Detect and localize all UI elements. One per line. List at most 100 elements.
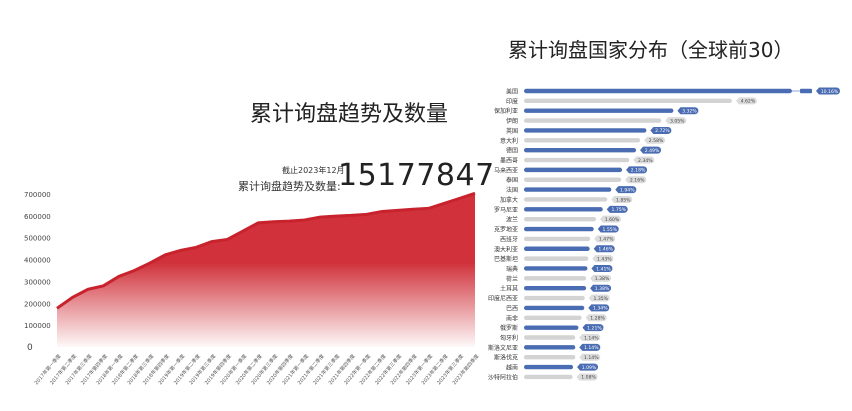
value-badge bbox=[582, 324, 604, 332]
as-of-date: 截止2023年12月 bbox=[282, 166, 345, 175]
bar bbox=[524, 197, 608, 202]
value-badge bbox=[640, 146, 662, 154]
x-tick-label: 2023年第二季度 bbox=[420, 353, 450, 386]
bar bbox=[524, 98, 732, 104]
country-label: 马来西亚 bbox=[494, 166, 518, 174]
bar bbox=[524, 177, 622, 182]
value-label: 1.75% bbox=[611, 207, 626, 213]
country-label: 西班牙 bbox=[500, 235, 518, 243]
value-badge bbox=[626, 166, 648, 174]
country-label: 荷兰 bbox=[506, 275, 518, 283]
x-tick-label: 2021年第一季度 bbox=[281, 353, 311, 386]
value-badge bbox=[597, 225, 619, 233]
x-tick-label: 2018年第一季度 bbox=[95, 353, 125, 386]
value-label: 10.16% bbox=[821, 89, 839, 95]
x-tick-label: 2021年第三季度 bbox=[312, 353, 342, 386]
x-tick-label: 2020年第四季度 bbox=[265, 353, 295, 386]
country-label: 越南 bbox=[506, 364, 518, 372]
country-label: 俄罗斯 bbox=[500, 324, 518, 332]
bar bbox=[524, 167, 623, 173]
value-badge bbox=[677, 107, 699, 115]
value-label: 1.46% bbox=[598, 247, 613, 253]
bar bbox=[524, 226, 594, 232]
value-label: 1.85% bbox=[616, 197, 631, 203]
country-label: 法国 bbox=[506, 186, 518, 194]
x-tick-label: 2023年第三季度 bbox=[435, 353, 465, 386]
country-label: 克罗地亚 bbox=[494, 226, 518, 234]
x-tick-label: 2022年第二季度 bbox=[358, 353, 388, 386]
value-label: 1.28% bbox=[590, 316, 605, 322]
bar bbox=[524, 216, 596, 222]
country-label: 泰国 bbox=[506, 176, 518, 184]
value-label: 1.21% bbox=[587, 325, 602, 331]
total-value: 15177847 bbox=[338, 158, 495, 193]
country-label: 斯洛文尼亚 bbox=[488, 344, 518, 352]
value-label: 1.38% bbox=[595, 286, 610, 292]
country-label: 美国 bbox=[506, 88, 518, 96]
country-label: 瑞典 bbox=[506, 265, 518, 273]
value-label: 1.41% bbox=[596, 266, 611, 272]
bar bbox=[524, 128, 647, 133]
value-label: 4.62% bbox=[741, 99, 756, 105]
country-label: 墨西哥 bbox=[500, 158, 518, 165]
value-label: 2.72% bbox=[655, 128, 670, 134]
x-tick-label: 2023年第一季度 bbox=[404, 353, 434, 386]
value-label: 1.14% bbox=[584, 335, 599, 341]
x-tick-label: 2017年第三季度 bbox=[64, 353, 94, 386]
bar bbox=[524, 276, 587, 281]
value-badge bbox=[594, 235, 616, 243]
country-label: 印度 bbox=[506, 97, 518, 105]
bar bbox=[524, 236, 591, 242]
y-tick-label: 0 bbox=[27, 343, 33, 353]
bar bbox=[524, 364, 574, 370]
x-tick-label: 2019年第四季度 bbox=[203, 353, 233, 386]
y-tick-label: 700000 bbox=[24, 191, 51, 199]
country-label: 沙特阿拉伯 bbox=[488, 373, 518, 381]
value-badge bbox=[593, 245, 615, 253]
x-tick-label: 2022年第三季度 bbox=[374, 353, 404, 386]
country-label: 波兰 bbox=[506, 216, 518, 224]
x-tick-label: 2020年第二季度 bbox=[234, 353, 264, 386]
value-label: 1.94% bbox=[620, 187, 635, 193]
x-tick-label: 2017年第四季度 bbox=[79, 353, 109, 386]
value-label: 1.38% bbox=[595, 276, 610, 282]
value-label: 1.47% bbox=[599, 237, 614, 243]
country-label: 德国 bbox=[506, 147, 518, 155]
value-label: 2.58% bbox=[649, 138, 664, 144]
value-label: 1.14% bbox=[584, 345, 599, 351]
country-label: 伊朗 bbox=[506, 117, 518, 125]
bar bbox=[524, 118, 662, 123]
bar bbox=[524, 374, 573, 380]
area-chart: 0 100000 200000 300000 400000 500000 600000 700… bbox=[24, 191, 481, 386]
bar bbox=[524, 325, 579, 330]
value-badge bbox=[625, 176, 647, 184]
value-label: 1.34% bbox=[593, 306, 608, 312]
bar bbox=[524, 295, 585, 301]
x-tick-label: 2022年第一季度 bbox=[343, 353, 373, 386]
y-tick-label: 600000 bbox=[24, 213, 51, 221]
value-label: 2.18% bbox=[631, 168, 646, 174]
value-label: 1.08% bbox=[581, 375, 596, 381]
x-tick-label: 2018年第二季度 bbox=[110, 353, 140, 386]
bar bbox=[524, 335, 576, 340]
value-label: 1.09% bbox=[582, 365, 597, 371]
bar-chart-title: 累计询盘国家分布（全球前30） bbox=[508, 38, 794, 62]
x-tick-label: 2018年第四季度 bbox=[141, 353, 171, 386]
country-label: 南非 bbox=[506, 314, 518, 322]
value-label: 1.60% bbox=[605, 217, 620, 223]
y-tick-label: 500000 bbox=[24, 235, 51, 243]
value-badge bbox=[600, 215, 621, 223]
value-label: 1.14% bbox=[584, 355, 599, 361]
y-tick-label: 200000 bbox=[24, 300, 51, 308]
x-tick-label: 2019年第三季度 bbox=[188, 353, 218, 386]
bar bbox=[524, 147, 637, 153]
value-badge bbox=[590, 284, 612, 292]
x-tick-label: 2018年第三季度 bbox=[126, 353, 156, 386]
value-label: 2.49% bbox=[645, 148, 660, 154]
x-tick-label: 2017年第二季度 bbox=[48, 353, 78, 386]
bar bbox=[524, 108, 674, 113]
bar bbox=[524, 207, 603, 212]
bar bbox=[524, 256, 589, 261]
value-badge bbox=[650, 126, 672, 134]
bar bbox=[524, 345, 576, 350]
